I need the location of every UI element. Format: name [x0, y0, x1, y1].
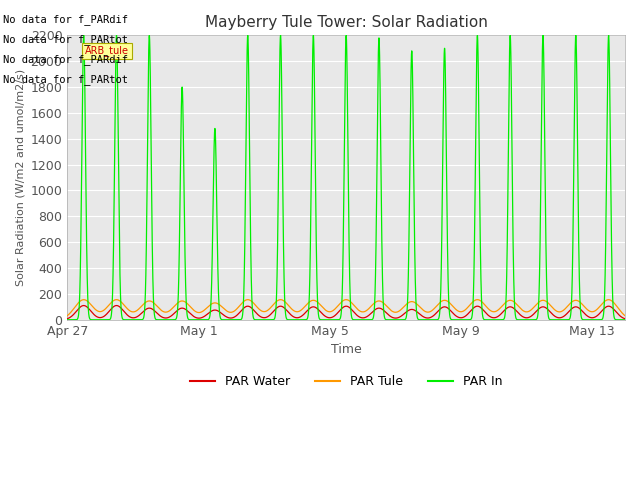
Text: No data for f_PARtot: No data for f_PARtot [3, 74, 128, 85]
Text: ARB_tule: ARB_tule [85, 46, 129, 56]
Legend: PAR Water, PAR Tule, PAR In: PAR Water, PAR Tule, PAR In [185, 370, 508, 393]
Text: No data for f_PARtot: No data for f_PARtot [3, 34, 128, 45]
Title: Mayberry Tule Tower: Solar Radiation: Mayberry Tule Tower: Solar Radiation [205, 15, 488, 30]
Text: No data for f_PARdif: No data for f_PARdif [3, 13, 128, 24]
X-axis label: Time: Time [331, 343, 362, 356]
Y-axis label: Solar Radiation (W/m2 and umol/m2/s): Solar Radiation (W/m2 and umol/m2/s) [15, 69, 25, 286]
Text: No data for f_PARdif: No data for f_PARdif [3, 54, 128, 65]
